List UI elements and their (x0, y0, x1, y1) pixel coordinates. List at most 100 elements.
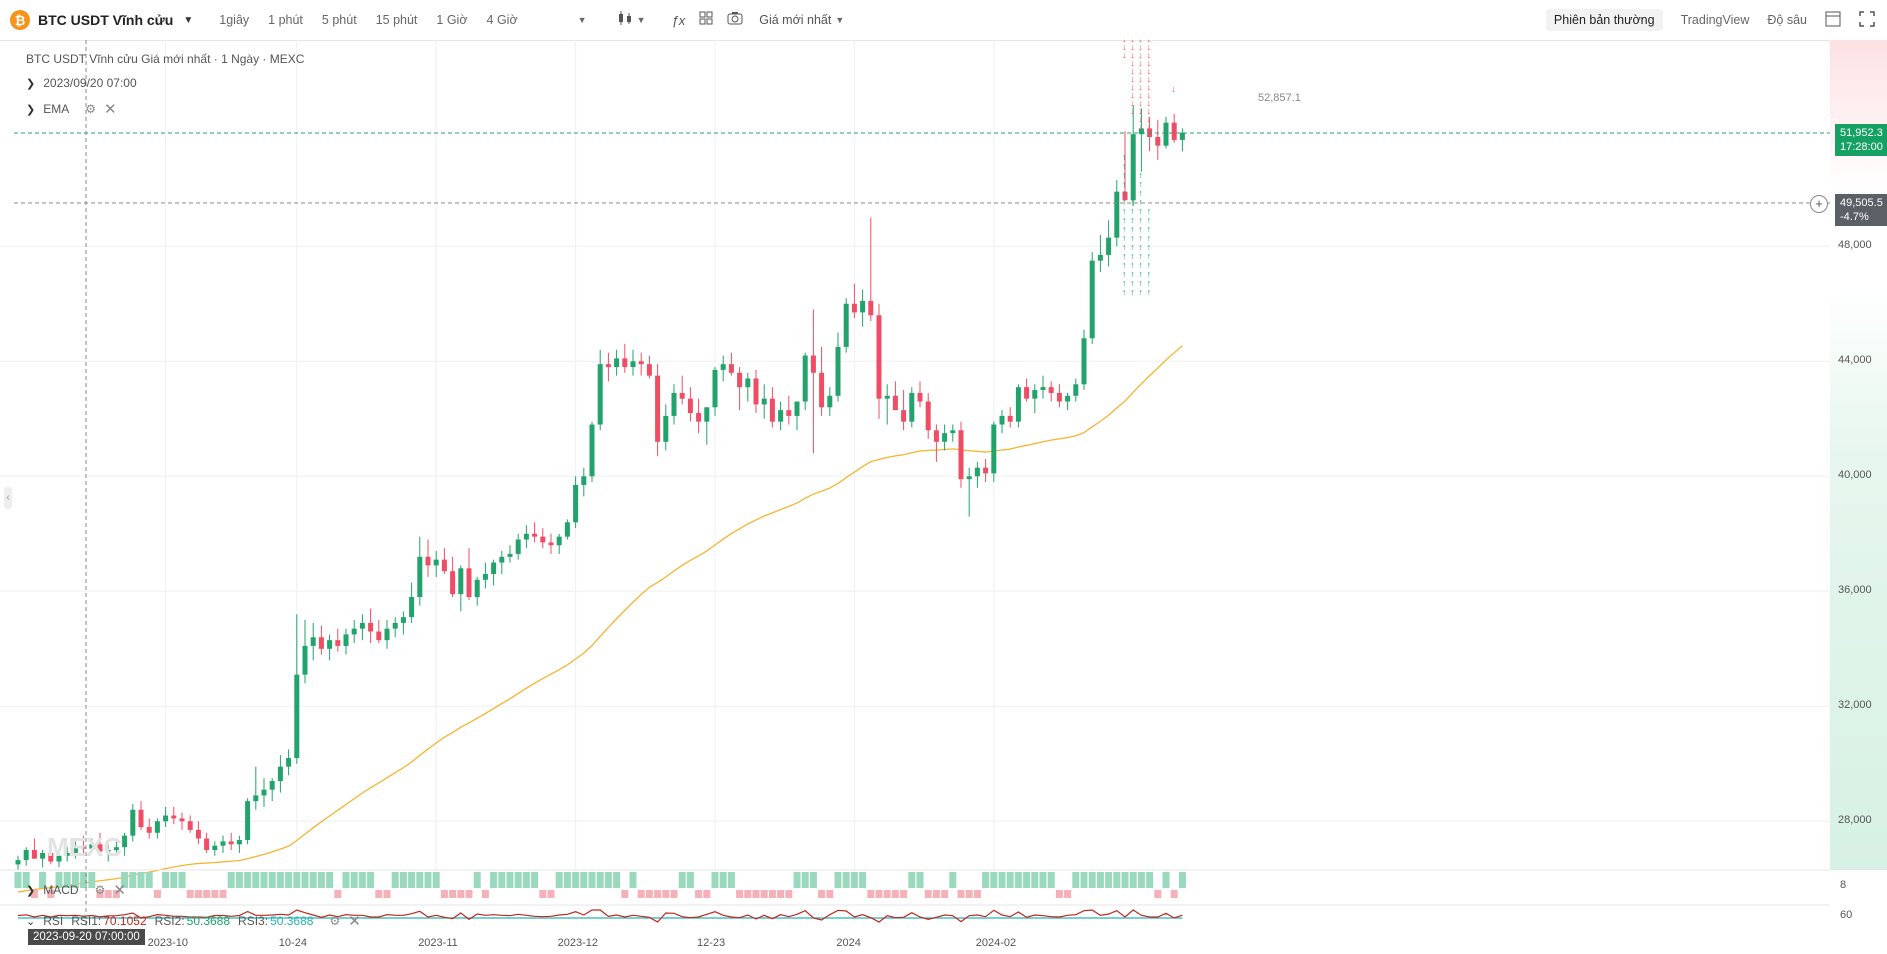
down-arrow: ↓ (1130, 98, 1135, 108)
close-icon[interactable]: ✕ (348, 913, 361, 930)
macd-bar (39, 872, 47, 888)
up-arrow: ↑ (1130, 215, 1135, 225)
candle (646, 355, 652, 379)
collapse-handle[interactable]: ‹ (4, 487, 12, 509)
candle (1171, 114, 1177, 143)
settings-icon[interactable]: ⚙ (329, 914, 341, 928)
tab-normal[interactable]: Phiên bản thường (1545, 9, 1663, 31)
candle (376, 620, 382, 644)
macd-bar (121, 872, 129, 888)
candle-body (351, 628, 357, 635)
candle (507, 545, 513, 563)
price-chart[interactable]: ↑↑↑↑↑↑↑↑↑↑↑↑↑↑↑↑↓↓↓↑↑↑↑↑↑↑↑↑↑↑↑↑↑↑↑↑↑↓↓↓… (0, 40, 1887, 954)
macd-bar (645, 890, 653, 898)
macd-bar (875, 890, 883, 898)
chart-legend-title: BTC USDT Vĩnh cửu Giá mới nhất · 1 Ngày … (26, 52, 304, 66)
macd-bar (465, 890, 473, 898)
layout-panel-icon[interactable] (1825, 11, 1841, 30)
add-alert-icon[interactable]: + (1810, 195, 1828, 213)
symbol-selector[interactable]: BTC USDT Vĩnh cửu (38, 12, 174, 28)
down-arrow: ↓ (1138, 114, 1143, 124)
layout-icon[interactable] (699, 11, 713, 29)
timeframe-bar: 1giây 1 phút 5 phút 15 phút 1 Giờ 4 Giờ (219, 13, 517, 27)
macd-bar (596, 872, 604, 888)
candle-body (532, 533, 538, 537)
up-arrow: ↑ (1138, 179, 1143, 189)
candle-body (433, 559, 439, 566)
chevron-down-icon[interactable]: ▼ (183, 14, 194, 26)
timeframe-1h[interactable]: 1 Giờ (436, 13, 468, 27)
price-axis-label: 32,000 (1838, 699, 1872, 712)
chevron-down-icon[interactable]: ⌄ (26, 915, 36, 928)
candle (466, 548, 472, 600)
price-type-chevron-icon[interactable]: ▼ (835, 15, 845, 25)
chart-type-chevron-icon[interactable]: ▼ (636, 15, 646, 25)
legend-title: BTC USDT Vĩnh cửu Giá mới nhất · 1 Ngày … (26, 52, 305, 66)
candle-body (917, 392, 923, 402)
settings-icon[interactable]: ⚙ (94, 883, 106, 897)
timeframe-4h[interactable]: 4 Giờ (486, 13, 518, 27)
tab-depth[interactable]: Độ sâu (1767, 13, 1807, 27)
timeframe-5m[interactable]: 5 phút (321, 13, 357, 27)
timeframe-1s[interactable]: 1giây (219, 13, 250, 27)
candle (868, 217, 874, 322)
candle-body (392, 622, 398, 629)
macd-bar (383, 890, 391, 898)
timeframe-15m[interactable]: 15 phút (375, 13, 418, 27)
candle (737, 367, 743, 411)
candle-body (753, 378, 759, 405)
chevron-right-icon[interactable]: ❯ (26, 884, 36, 897)
macd-bar (736, 890, 744, 898)
candle (605, 352, 611, 382)
candle (245, 798, 251, 845)
chart-grid (0, 40, 1830, 870)
up-arrow: ↑ (1130, 170, 1135, 180)
down-arrow: ↓ (1147, 50, 1152, 60)
candle-body (384, 628, 390, 641)
macd-bar (1055, 890, 1063, 898)
candle-body (64, 852, 70, 856)
candle (253, 766, 259, 810)
chevron-right-icon[interactable]: ❯ (26, 103, 36, 116)
macd-bar (883, 890, 891, 898)
timeframe-1m[interactable]: 1 phút (268, 13, 303, 27)
candle (236, 835, 242, 853)
tab-tradingview[interactable]: TradingView (1680, 13, 1750, 27)
close-icon[interactable]: ✕ (113, 882, 126, 899)
macd-bar (670, 890, 678, 898)
candle (892, 381, 898, 411)
candle-body (1114, 191, 1120, 238)
macd-bar (727, 872, 735, 888)
macd-bar (96, 890, 104, 898)
close-icon[interactable]: ✕ (104, 101, 117, 118)
macd-bar (891, 890, 899, 898)
candle (1015, 384, 1021, 428)
macd-bar (785, 890, 793, 898)
fx-icon[interactable]: ƒx (671, 12, 686, 28)
up-arrow: ↑ (1147, 269, 1152, 279)
macd-bar (219, 890, 227, 898)
macd-bar (531, 872, 539, 888)
candle (1024, 378, 1030, 402)
price-type-select[interactable]: Giá mới nhất (759, 13, 832, 27)
candle-body (1065, 395, 1071, 402)
candle (130, 804, 136, 842)
up-arrow: ↑ (1122, 197, 1127, 207)
candle-body (655, 375, 661, 442)
up-arrow: ↑ (1138, 170, 1143, 180)
candle-body (113, 847, 119, 851)
timeframe-more-icon[interactable]: ▼ (577, 15, 587, 25)
chevron-right-icon[interactable]: ❯ (26, 77, 36, 90)
candle (966, 467, 972, 517)
down-arrow: ↓ (1122, 50, 1127, 60)
down-arrow: ↓ (1138, 58, 1143, 68)
candle-body (769, 398, 775, 422)
settings-icon[interactable]: ⚙ (85, 102, 96, 116)
candle (1106, 220, 1112, 267)
candle-body (1138, 128, 1144, 135)
camera-icon[interactable] (727, 11, 743, 29)
macd-bar (112, 890, 120, 898)
candle (802, 352, 808, 411)
candles-icon[interactable] (617, 10, 633, 30)
fullscreen-icon[interactable] (1859, 10, 1875, 30)
